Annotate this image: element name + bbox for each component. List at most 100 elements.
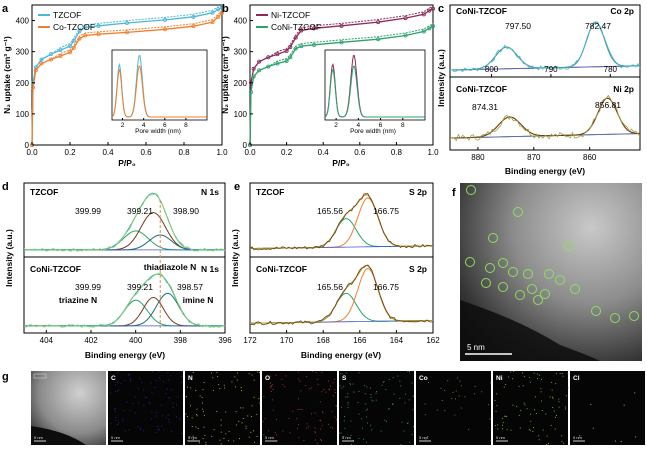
element-signal	[424, 414, 426, 416]
element-signal	[353, 440, 354, 441]
element-signal	[162, 415, 164, 417]
element-signal	[407, 371, 409, 372]
element-signal	[555, 416, 556, 418]
eds-maps: 5 nm C 5 nm N 5 nm O 5 nm S 5 nm Co 5 nm Ni 5 nm Cl 5 …	[31, 371, 645, 446]
element-signal	[523, 376, 525, 378]
element-signal	[259, 372, 260, 374]
plot-area-d	[23, 192, 226, 330]
element-label-e-top: S 2p	[409, 187, 427, 197]
element-signal	[203, 382, 205, 383]
element-signal	[552, 396, 553, 398]
element-signal	[267, 379, 269, 380]
x-tick-label: 0.0	[244, 148, 256, 157]
data-point	[266, 55, 271, 60]
element-signal	[474, 386, 476, 387]
element-signal	[143, 404, 145, 406]
data-point	[288, 55, 293, 60]
element-signal	[330, 385, 331, 387]
element-signal	[409, 441, 411, 443]
data-point	[125, 30, 130, 35]
element-signal	[251, 416, 252, 417]
element-signal	[590, 404, 592, 405]
element-signal	[347, 396, 349, 398]
panel-letter-c: c	[438, 3, 444, 15]
element-signal	[328, 423, 329, 425]
element-label-c-bottom: Ni 2p	[613, 84, 634, 94]
eds-map-tile: Ni 5 nm	[493, 371, 569, 445]
y-axis-label-e: Intensity (a.u.)	[230, 229, 240, 287]
element-signal	[534, 396, 536, 398]
element-signal	[191, 417, 193, 419]
element-signal	[565, 408, 566, 410]
element-signal	[225, 411, 227, 413]
element-signal	[196, 408, 198, 410]
element-signal	[176, 416, 177, 418]
y-tick-label: 100	[16, 110, 30, 119]
element-signal	[171, 431, 172, 432]
fit-component	[24, 211, 225, 251]
element-signal	[155, 431, 157, 433]
fit-component	[450, 21, 641, 71]
element-signal	[181, 382, 182, 384]
element-signal	[322, 411, 323, 413]
element-signal	[441, 400, 443, 401]
element-signal	[411, 434, 413, 436]
atom-circle	[544, 269, 554, 279]
data-point	[376, 37, 381, 42]
x-tick-label: 0.6	[354, 148, 366, 157]
eds-map-tile: 5 nm	[31, 371, 106, 445]
x-axis-label-e: Binding energy (eV)	[301, 350, 381, 360]
data-point	[299, 28, 304, 33]
element-signal	[196, 415, 198, 417]
element-signal	[269, 375, 271, 377]
element-signal	[620, 441, 622, 442]
element-signal	[333, 395, 334, 397]
element-signal	[216, 411, 218, 412]
element-signal	[562, 375, 564, 377]
element-signal	[187, 416, 188, 417]
element-signal	[301, 409, 303, 410]
element-signal	[370, 394, 372, 395]
element-signal	[223, 384, 225, 386]
element-signal	[370, 396, 372, 398]
element-signal	[149, 403, 151, 405]
element-signal	[115, 420, 117, 421]
eds-element-label: Cl	[573, 375, 580, 382]
element-signal	[156, 415, 157, 417]
data-point	[430, 24, 435, 29]
element-signal	[409, 371, 410, 373]
element-signal	[473, 393, 475, 395]
element-signal	[192, 435, 194, 437]
element-signal	[504, 415, 506, 417]
x-tick-label: 402	[84, 336, 98, 345]
element-signal	[549, 396, 551, 398]
element-signal	[272, 399, 274, 401]
y-tick-label: 200	[234, 79, 248, 88]
element-signal	[386, 420, 387, 422]
inset-frame	[324, 49, 426, 121]
inset-series-1	[324, 65, 425, 118]
element-signal	[276, 434, 277, 436]
data-point	[251, 66, 256, 71]
element-signal	[233, 440, 235, 442]
element-signal	[161, 425, 163, 427]
panel-letter-g: g	[2, 371, 9, 383]
element-signal	[129, 373, 130, 375]
element-signal	[167, 397, 169, 399]
element-signal	[242, 407, 244, 409]
data-point	[248, 90, 253, 95]
element-signal	[134, 412, 136, 414]
element-signal	[404, 402, 406, 404]
element-signal	[499, 376, 501, 378]
element-signal	[157, 428, 159, 430]
data-point	[68, 44, 73, 49]
element-signal	[341, 373, 343, 375]
x-tick-label: 0.4	[318, 148, 330, 157]
element-signal	[155, 412, 157, 414]
element-signal	[444, 410, 446, 412]
element-signal	[132, 403, 134, 404]
element-signal	[168, 379, 169, 381]
element-signal	[129, 410, 131, 411]
element-signal	[262, 421, 264, 423]
element-signal	[124, 380, 126, 382]
